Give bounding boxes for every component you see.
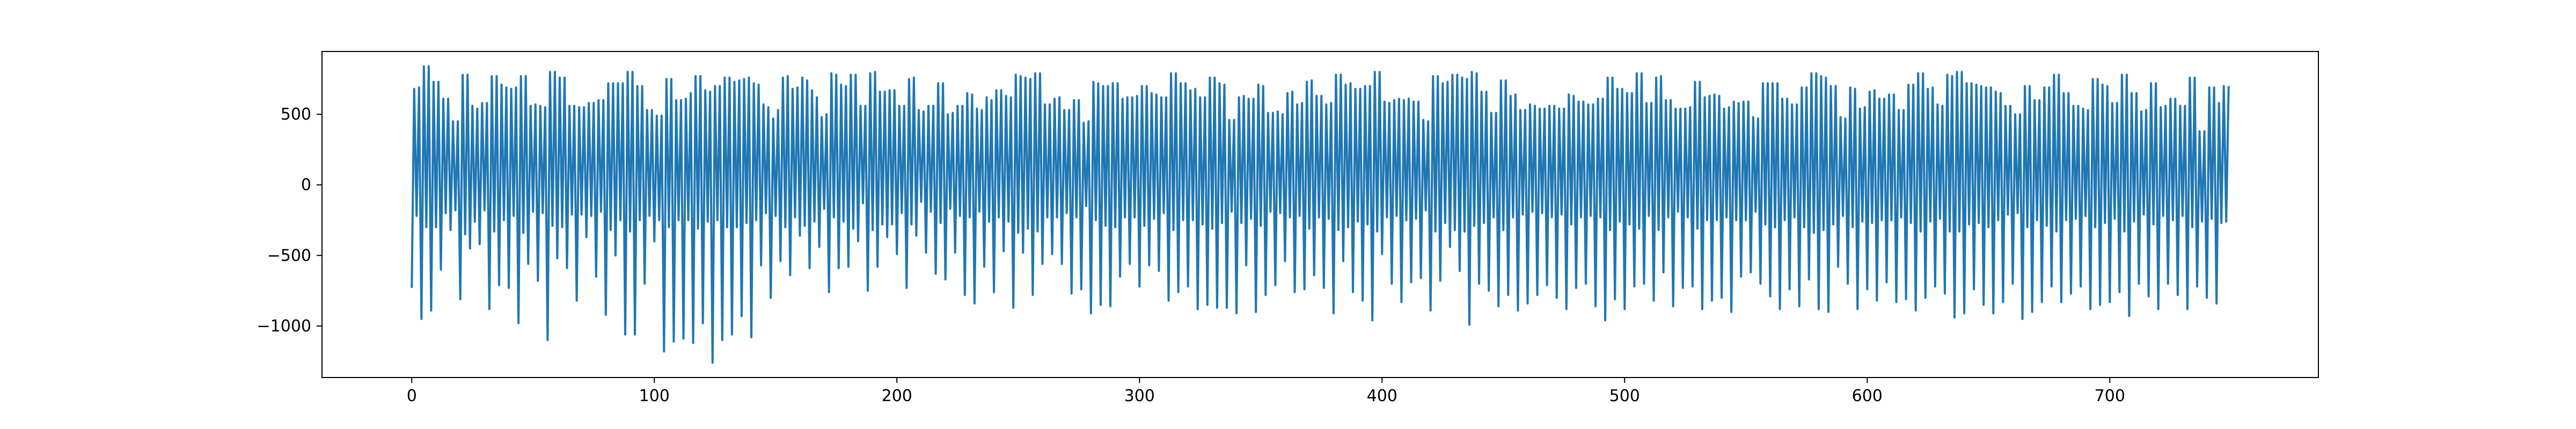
y-tick-label: 500 [281,105,311,124]
x-tick-label: 0 [407,387,417,405]
x-tick-label: 400 [1367,387,1397,405]
x-tick-label: 200 [882,387,912,405]
x-axis: 0 100 200 300 400 500 600 700 [407,378,2125,405]
y-tick-label: −1000 [257,317,311,336]
x-tick-label: 600 [1852,387,1883,405]
x-tick-label: 700 [2095,387,2125,405]
y-tick-label: −500 [267,246,311,265]
x-tick-label: 100 [639,387,670,405]
series-line-0 [411,65,2230,364]
y-tick-label: 0 [301,176,311,195]
y-axis: −1000 −500 0 500 [257,105,322,336]
plot-frame [321,51,2319,378]
series-layer [411,65,2230,364]
x-tick-label: 300 [1124,387,1155,405]
x-tick-label: 500 [1609,387,1640,405]
